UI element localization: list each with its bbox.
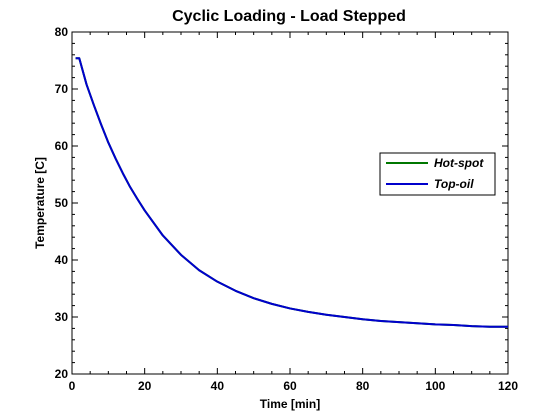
- plot-area: [71, 31, 509, 375]
- x-tick-label: 60: [283, 379, 297, 393]
- legend-label-hot-spot: Hot-spot: [434, 156, 484, 170]
- y-tick-label: 60: [55, 139, 69, 153]
- y-axis-label: Temperature [C]: [33, 157, 47, 249]
- x-axis-label: Time [min]: [260, 397, 320, 411]
- y-tick-label: 30: [55, 310, 69, 324]
- series-line-top-oil: [75, 57, 508, 328]
- x-tick-label: 40: [211, 379, 225, 393]
- chart-title: Cyclic Loading - Load Stepped: [172, 8, 406, 25]
- series-lines: [75, 57, 508, 328]
- y-tick-label: 80: [55, 25, 69, 39]
- y-tick-label: 70: [55, 82, 69, 96]
- x-tick-label: 100: [425, 379, 445, 393]
- x-tick-label: 0: [69, 379, 76, 393]
- y-tick-label: 40: [55, 253, 69, 267]
- legend: Hot-spot Top-oil: [379, 152, 496, 196]
- x-tick-label: 120: [498, 379, 518, 393]
- y-tick-label: 50: [55, 196, 69, 210]
- x-tick-label: 20: [138, 379, 152, 393]
- y-tick-label: 20: [55, 367, 69, 381]
- axis-ticks: [71, 31, 509, 375]
- x-tick-label: 80: [356, 379, 370, 393]
- legend-box: [379, 152, 496, 196]
- legend-label-top-oil: Top-oil: [434, 177, 474, 191]
